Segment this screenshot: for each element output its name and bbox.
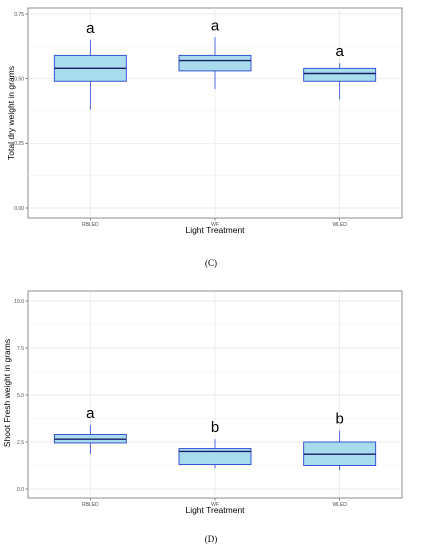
x-axis-title: Light Treatment [185, 225, 245, 235]
x-tick-label: WLED [332, 502, 347, 508]
y-tick-label: 0.25 [14, 141, 24, 147]
y-axis-title: Shoot Fresh weight in grams [2, 339, 12, 447]
significance-letter: a [335, 43, 344, 60]
significance-letter: b [335, 411, 343, 428]
y-tick-label: 0.50 [14, 76, 24, 82]
significance-letter: b [211, 419, 219, 436]
y-tick-label: 7.5 [17, 346, 24, 352]
boxplots [53, 37, 377, 110]
box-wf [178, 448, 252, 466]
y-axis-ticks: 0.0 2.5 5.0 7.5 10.0 [14, 299, 28, 493]
x-axis-ticks: RBLED WF WLED [82, 498, 347, 508]
y-tick-label: 0.0 [17, 487, 24, 493]
y-tick-label: 10.0 [14, 299, 24, 305]
y-axis-title: Total dry weight in grams [6, 66, 16, 160]
chart-panel-c: a a a 0.00 0.25 0.50 0.75 RBLED WF WLED Light T… [6, 7, 403, 268]
boxplots [53, 425, 377, 471]
x-tick-label: RBLED [82, 222, 99, 228]
x-tick-label: RBLED [82, 502, 99, 508]
y-tick-label: 0.00 [14, 206, 24, 212]
x-tick-label: WF [211, 222, 219, 228]
y-tick-label: 0.75 [14, 12, 24, 18]
chart-panel-d: a b b 0.0 2.5 5.0 7.5 10.0 RBLED WF WLED Light T… [2, 290, 403, 544]
panel-caption: (D) [205, 534, 218, 544]
significance-letter: a [86, 405, 95, 422]
significance-letter: a [211, 17, 220, 34]
x-axis-title: Light Treatment [185, 505, 245, 515]
y-tick-label: 5.0 [17, 393, 24, 399]
box-wled [303, 67, 377, 82]
y-tick-label: 2.5 [17, 440, 24, 446]
x-tick-label: WLED [332, 222, 347, 228]
panel-caption: (C) [205, 258, 217, 268]
y-axis-ticks: 0.00 0.25 0.50 0.75 [14, 12, 28, 212]
box-wf [178, 54, 252, 72]
significance-letters: a a a [86, 17, 344, 60]
x-axis-ticks: RBLED WF WLED [82, 218, 347, 228]
significance-letter: a [86, 20, 95, 37]
significance-letters: ab b [86, 405, 344, 436]
x-tick-label: WF [211, 502, 219, 508]
